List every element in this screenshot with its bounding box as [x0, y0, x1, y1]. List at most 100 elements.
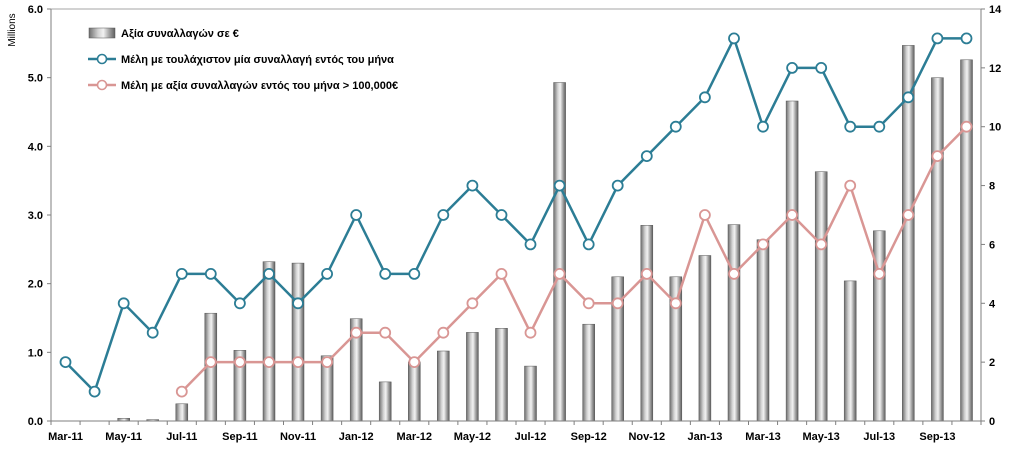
x-tick-label: Nov-11	[280, 431, 316, 443]
series-2-point-Aug-12	[553, 267, 566, 280]
legend-label-2: Μέλη με αξία συναλλαγών εντός του μήνα >…	[121, 80, 398, 92]
series-1-point-Nov-11	[292, 297, 304, 310]
bar-Feb-13	[727, 224, 741, 422]
bar-Sep-13	[931, 77, 944, 422]
series-1-point-Jul-11	[175, 267, 188, 280]
series-2-point-Jul-11	[175, 385, 188, 398]
legend-marker-1	[96, 53, 108, 65]
series-2-point-May-13	[815, 238, 828, 251]
series-1-point-Jun-11	[146, 326, 159, 339]
x-tick-label: Nov-12	[628, 431, 665, 443]
bar-Mar-13	[756, 239, 770, 422]
x-tick-label: May-11	[105, 431, 142, 443]
x-tick-label: Jan-12	[339, 431, 374, 443]
bar-Jul-11	[175, 403, 189, 422]
series-1-point-Aug-12	[553, 179, 566, 192]
series-1-point-Apr-13	[786, 62, 798, 74]
series-2-point-Mar-13	[757, 238, 769, 251]
bar-Nov-11	[291, 262, 305, 422]
series-1-point-Dec-12	[669, 120, 682, 133]
y-right-tick-label: 6	[989, 239, 995, 251]
y-right-tick-label: 14	[989, 4, 1002, 16]
series-2-point-May-12	[466, 297, 479, 310]
series-2-point-Aug-13	[902, 209, 915, 221]
plot-area	[50, 8, 982, 422]
series-2-point-Jan-12	[350, 326, 363, 339]
x-tick-label: Mar-12	[397, 431, 432, 443]
legend-label-1: Μέλη με τουλάχιστον μία συναλλαγή εντός …	[121, 54, 394, 66]
legend-label-0: Αξία συναλλαγών σε €	[121, 28, 239, 40]
y-left-tick-label: 5.0	[28, 73, 43, 85]
series-1-point-Feb-13	[728, 32, 740, 45]
y-left-unit-label: Millions	[7, 13, 18, 46]
series-2-point-Sep-11	[233, 356, 246, 369]
series-2-point-Oct-12	[611, 297, 624, 310]
x-tick-label: Sep-13	[919, 431, 955, 443]
axes: 0.0 1.0 2.0 3.0 4.0 5.0 6.0 0 2 4 6 8 10 12 14 Millions…	[7, 4, 1002, 443]
series-2-point-Jan-13	[699, 209, 711, 221]
series-1-point-Mar-12	[408, 267, 421, 280]
series-1-point-Apr-11	[88, 385, 101, 398]
series-1-point-Feb-12	[379, 267, 392, 280]
series-1-point-May-13	[815, 62, 828, 74]
series-2-point-Dec-11	[321, 356, 334, 369]
bar-Oct-13	[960, 59, 973, 422]
series-2-point-Jul-13	[873, 267, 886, 280]
legend-marker-2	[96, 79, 108, 91]
y-left-tick-label: 6.0	[28, 4, 43, 16]
legend: Αξία συναλλαγών σε € Μέλη με τουλάχιστον …	[88, 27, 398, 92]
bar-Nov-12	[640, 225, 654, 422]
series-2-point-Apr-13	[786, 209, 798, 221]
line-series	[59, 32, 973, 398]
series-1-point-Apr-12	[437, 209, 450, 221]
y-left-tick-label: 4.0	[28, 141, 43, 153]
series-1-point-Jun-13	[844, 120, 857, 133]
y-right-tick-label: 0	[989, 416, 995, 428]
bar-Sep-12	[582, 323, 595, 422]
series-1-point-Mar-11	[59, 356, 72, 369]
plot-border	[50, 8, 982, 422]
series-2-point-Jun-13	[844, 179, 857, 192]
y-right-tick-label: 4	[989, 298, 996, 310]
bar-Mar-12	[408, 361, 421, 422]
series-1-point-May-12	[466, 179, 479, 192]
series-1-point-May-11	[117, 297, 130, 310]
y-right-tick-label: 10	[989, 122, 1001, 134]
series-2-point-Mar-12	[408, 356, 421, 369]
bar-series	[117, 45, 973, 422]
series-1-point-Jan-12	[350, 209, 363, 221]
series-1-point-Oct-13	[960, 32, 973, 45]
x-tick-label: Mar-13	[745, 431, 780, 443]
series-2-point-Dec-12	[669, 297, 682, 310]
y-left-tick-label: 2.0	[28, 279, 43, 291]
series-2-point-Sep-12	[582, 297, 595, 310]
series-1-point-Nov-12	[640, 150, 653, 163]
series-1-point-Oct-12	[611, 179, 624, 192]
series-2-point-Apr-12	[437, 326, 450, 339]
series-1-point-Sep-11	[233, 297, 246, 310]
series-1-point-Jul-13	[873, 120, 886, 133]
series-2-point-Nov-12	[640, 267, 653, 280]
x-tick-label: May-12	[454, 431, 491, 443]
bar-Jun-12	[495, 328, 508, 422]
series-2-point-Nov-11	[292, 356, 304, 369]
y-left-tick-label: 1.0	[28, 347, 43, 359]
series-2-point-Feb-12	[379, 326, 392, 339]
series-2-point-Oct-13	[960, 120, 973, 133]
series-line-2	[180, 125, 968, 393]
series-2-point-Feb-13	[728, 267, 740, 280]
series-1-point-Oct-11	[263, 267, 275, 280]
x-tick-label: Jul-12	[515, 431, 547, 443]
y-left-tick-label: 3.0	[28, 210, 43, 222]
series-2-point-Sep-13	[931, 150, 944, 163]
legend-bar-swatch	[88, 27, 116, 39]
x-tick-label: Jan-13	[687, 431, 722, 443]
bar-Aug-12	[553, 82, 566, 422]
y-right-tick-label: 12	[989, 63, 1001, 75]
series-1-point-Aug-11	[204, 267, 217, 280]
bar-Oct-11	[262, 261, 276, 422]
series-1-point-Jul-12	[524, 238, 537, 251]
x-tick-label: Sep-11	[222, 431, 257, 443]
y-right-tick-label: 8	[989, 181, 995, 193]
series-1-point-Dec-11	[321, 267, 334, 280]
